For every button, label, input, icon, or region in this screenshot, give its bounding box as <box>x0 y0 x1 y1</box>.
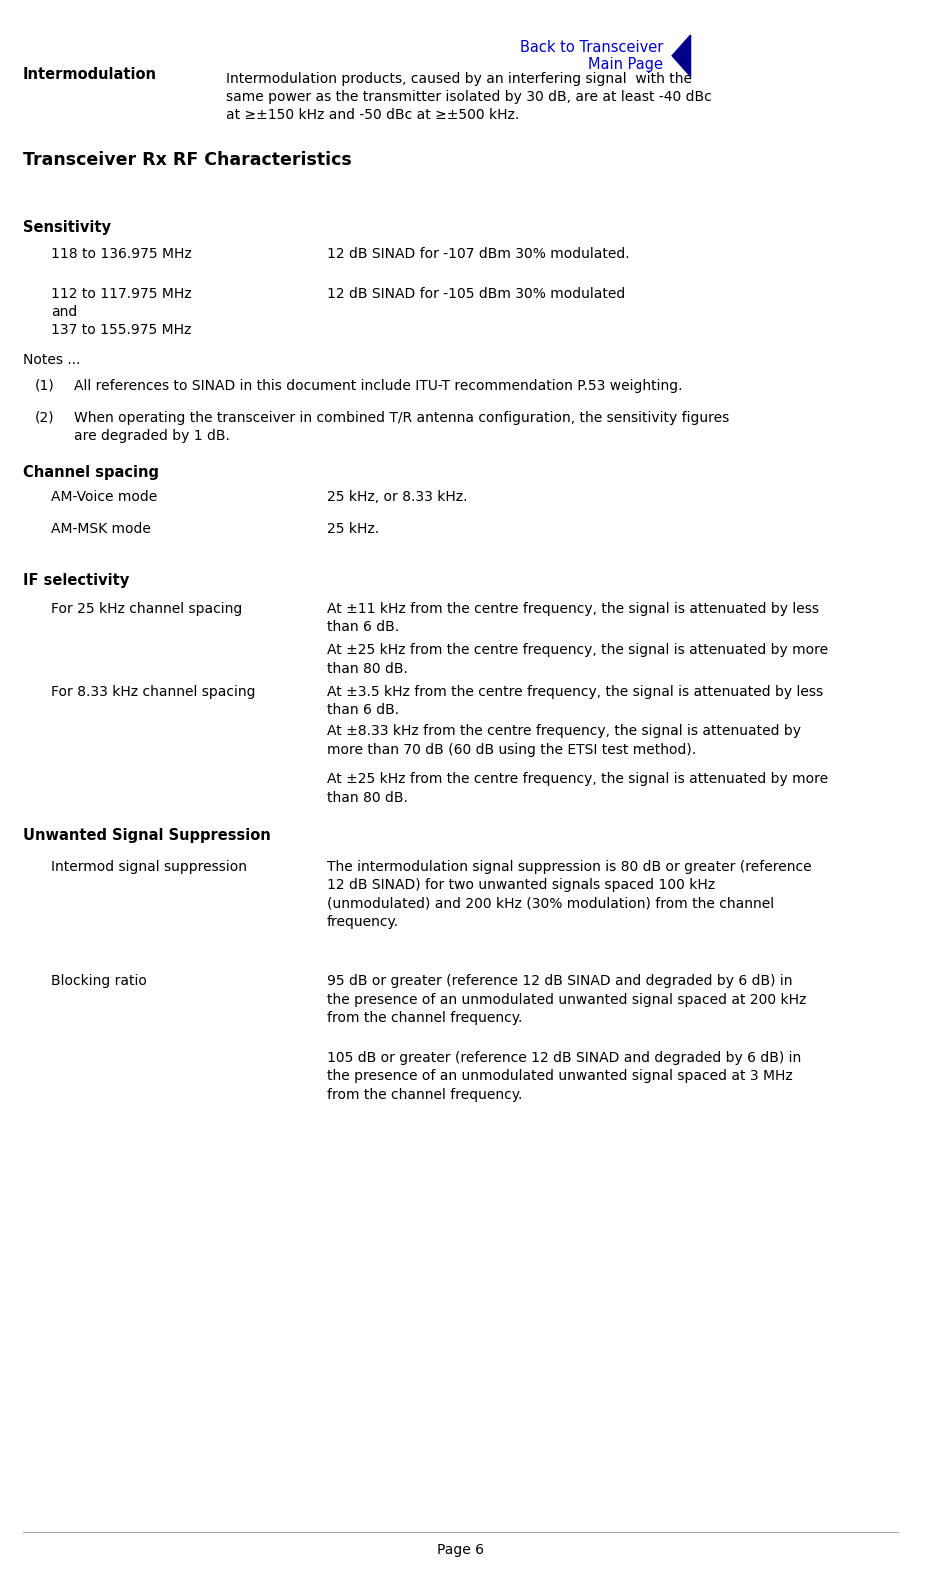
Text: 105 dB or greater (reference 12 dB SINAD and degraded by 6 dB) in
the presence o: 105 dB or greater (reference 12 dB SINAD… <box>327 1051 801 1102</box>
Text: Transceiver Rx RF Characteristics: Transceiver Rx RF Characteristics <box>23 151 352 169</box>
Text: At ±25 kHz from the centre frequency, the signal is attenuated by more
than 80 d: At ±25 kHz from the centre frequency, th… <box>327 643 828 675</box>
Text: Blocking ratio: Blocking ratio <box>50 974 147 989</box>
Text: All references to SINAD in this document include ITU-T recommendation P.53 weigh: All references to SINAD in this document… <box>74 379 683 393</box>
Polygon shape <box>672 35 690 76</box>
Text: (1): (1) <box>35 379 55 393</box>
Text: Notes ...: Notes ... <box>23 353 81 368</box>
Text: Unwanted Signal Suppression: Unwanted Signal Suppression <box>23 828 271 842</box>
Text: (2): (2) <box>35 411 55 425</box>
Text: Sensitivity: Sensitivity <box>23 220 111 234</box>
Text: At ±3.5 kHz from the centre frequency, the signal is attenuated by less
than 6 d: At ±3.5 kHz from the centre frequency, t… <box>327 685 823 716</box>
Text: For 8.33 kHz channel spacing: For 8.33 kHz channel spacing <box>50 685 255 699</box>
Text: Intermodulation: Intermodulation <box>23 67 157 81</box>
Text: Back to Transceiver
Main Page: Back to Transceiver Main Page <box>520 40 663 72</box>
Text: IF selectivity: IF selectivity <box>23 573 129 587</box>
Text: Page 6: Page 6 <box>437 1543 483 1557</box>
Text: Channel spacing: Channel spacing <box>23 465 159 479</box>
Text: 25 kHz, or 8.33 kHz.: 25 kHz, or 8.33 kHz. <box>327 490 467 505</box>
Text: 12 dB SINAD for -107 dBm 30% modulated.: 12 dB SINAD for -107 dBm 30% modulated. <box>327 247 629 261</box>
Text: For 25 kHz channel spacing: For 25 kHz channel spacing <box>50 602 242 616</box>
Text: 12 dB SINAD for -105 dBm 30% modulated: 12 dB SINAD for -105 dBm 30% modulated <box>327 287 625 301</box>
Text: Intermod signal suppression: Intermod signal suppression <box>50 860 246 874</box>
Text: When operating the transceiver in combined T/R antenna configuration, the sensit: When operating the transceiver in combin… <box>74 411 729 443</box>
Text: At ±8.33 kHz from the centre frequency, the signal is attenuated by
more than 70: At ±8.33 kHz from the centre frequency, … <box>327 724 801 756</box>
Text: 112 to 117.975 MHz
and
137 to 155.975 MHz: 112 to 117.975 MHz and 137 to 155.975 MH… <box>50 287 191 338</box>
Text: AM-MSK mode: AM-MSK mode <box>50 522 151 537</box>
Text: AM-Voice mode: AM-Voice mode <box>50 490 156 505</box>
Text: Intermodulation products, caused by an interfering signal  with the
same power a: Intermodulation products, caused by an i… <box>226 72 711 123</box>
Text: 95 dB or greater (reference 12 dB SINAD and degraded by 6 dB) in
the presence of: 95 dB or greater (reference 12 dB SINAD … <box>327 974 806 1025</box>
Text: The intermodulation signal suppression is 80 dB or greater (reference
12 dB SINA: The intermodulation signal suppression i… <box>327 860 811 928</box>
Text: 25 kHz.: 25 kHz. <box>327 522 379 537</box>
Text: At ±25 kHz from the centre frequency, the signal is attenuated by more
than 80 d: At ±25 kHz from the centre frequency, th… <box>327 772 828 804</box>
Text: 118 to 136.975 MHz: 118 to 136.975 MHz <box>50 247 191 261</box>
Text: At ±11 kHz from the centre frequency, the signal is attenuated by less
than 6 dB: At ±11 kHz from the centre frequency, th… <box>327 602 819 634</box>
